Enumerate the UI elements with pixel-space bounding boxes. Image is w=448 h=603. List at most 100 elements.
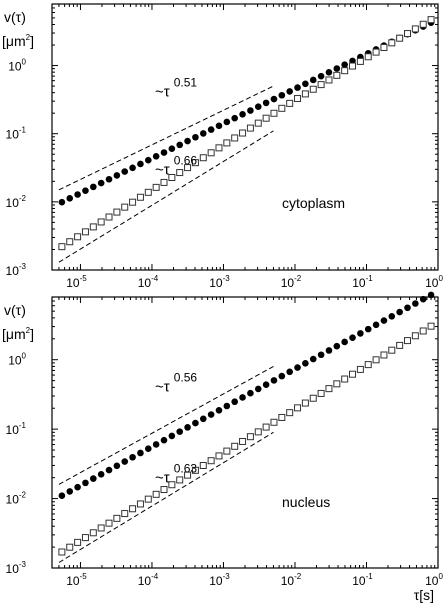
- data-point-square: [341, 375, 349, 383]
- data-point-square: [199, 462, 207, 470]
- data-point-circle: [286, 88, 293, 95]
- x-tick-label: 10-2: [281, 274, 302, 290]
- data-point-circle: [90, 183, 97, 191]
- y-tick-label-base: 10: [6, 493, 20, 507]
- data-point-square: [356, 57, 364, 65]
- data-point-circle: [223, 402, 231, 410]
- data-point-square: [246, 124, 254, 132]
- data-point-circle: [66, 195, 74, 202]
- x-tick-label-base: 10: [352, 574, 366, 588]
- data-point-circle: [82, 479, 89, 487]
- data-point-square: [176, 169, 184, 177]
- data-point-circle: [168, 145, 176, 152]
- data-point-square: [191, 159, 199, 167]
- data-point-circle: [412, 300, 419, 307]
- x-tick-label-exponent: -1: [366, 274, 374, 283]
- y-tick-label: 100: [8, 58, 26, 74]
- data-point-circle: [152, 153, 160, 160]
- y-tick-label-exponent: 0: [22, 352, 27, 361]
- data-point-circle: [270, 95, 278, 103]
- data-point-square: [309, 85, 317, 93]
- data-point-square: [152, 183, 160, 191]
- data-point-circle: [97, 471, 105, 478]
- data-point-circle: [231, 114, 238, 122]
- data-point-circle: [254, 385, 262, 393]
- data-point-circle: [278, 372, 286, 380]
- data-point-square: [301, 399, 309, 407]
- data-point-square: [411, 25, 419, 33]
- data-point-square: [380, 351, 388, 359]
- data-point-square: [160, 178, 168, 186]
- data-point-circle: [144, 445, 152, 453]
- data-point-square: [309, 394, 317, 402]
- data-point-circle: [404, 304, 411, 312]
- data-point-square: [136, 500, 144, 508]
- series-filled-circles: [58, 291, 435, 499]
- data-point-square: [262, 114, 270, 122]
- y-axis-label-bracket: ]: [30, 326, 34, 342]
- data-point-circle: [176, 141, 184, 149]
- data-point-square: [89, 529, 97, 537]
- y-tick-label-exponent: 0: [22, 58, 27, 67]
- data-point-circle: [192, 133, 199, 141]
- data-point-square: [160, 486, 168, 494]
- data-point-square: [89, 223, 97, 231]
- y-tick-label-exponent: -3: [19, 560, 27, 569]
- data-point-square: [74, 538, 82, 546]
- panel-label: cytoplasm: [282, 195, 345, 211]
- data-point-circle: [270, 377, 278, 384]
- x-tick-label-base: 10: [138, 276, 152, 290]
- data-point-circle: [74, 191, 81, 198]
- data-point-circle: [121, 458, 129, 465]
- x-tick-label-base: 10: [281, 574, 295, 588]
- data-point-square: [199, 154, 207, 162]
- x-tick-label-base: 10: [425, 574, 439, 588]
- data-point-circle: [113, 172, 121, 179]
- data-point-circle: [325, 347, 333, 354]
- y-axis-label-line2: [μm2]: [2, 326, 34, 342]
- x-tick-label: 100: [425, 572, 443, 588]
- data-point-circle: [129, 164, 136, 172]
- data-point-circle: [184, 137, 191, 145]
- data-point-circle: [176, 428, 184, 435]
- data-point-square: [121, 203, 129, 211]
- data-point-square: [184, 471, 192, 479]
- y-axis-label-unit: [μm: [2, 326, 26, 342]
- slope-annotation: ~τ 0.66: [155, 154, 197, 179]
- data-point-circle: [239, 394, 246, 401]
- data-point-square: [239, 437, 247, 445]
- data-point-square: [294, 404, 302, 412]
- data-point-circle: [97, 179, 105, 187]
- data-point-circle: [294, 364, 301, 371]
- data-point-square: [317, 81, 325, 89]
- y-tick-label: 10-2: [6, 491, 27, 507]
- data-point-circle: [207, 411, 215, 418]
- y-tick-label-base: 10: [6, 264, 20, 278]
- data-point-circle: [247, 107, 254, 114]
- y-tick-label-exponent: -1: [19, 126, 27, 135]
- x-tick-label-exponent: -2: [294, 572, 302, 581]
- x-tick-label: 10-1: [352, 572, 373, 588]
- data-point-circle: [199, 130, 207, 137]
- data-point-square: [254, 428, 262, 436]
- data-point-square: [356, 365, 364, 373]
- x-tick-label-exponent: -5: [80, 274, 88, 283]
- data-point-square: [333, 71, 341, 79]
- x-tick-label-exponent: -3: [223, 572, 231, 581]
- data-point-circle: [317, 351, 325, 359]
- x-tick-label-base: 10: [66, 276, 80, 290]
- data-point-circle: [215, 122, 223, 130]
- data-point-square: [129, 505, 137, 513]
- data-point-square: [278, 413, 286, 421]
- data-point-square: [144, 495, 152, 503]
- reference-line: [58, 130, 274, 263]
- x-tick-label: 10-5: [66, 274, 87, 290]
- y-tick-label: 100: [8, 352, 26, 368]
- data-point-circle: [333, 65, 341, 72]
- x-tick-label: 10-3: [209, 572, 230, 588]
- y-tick-label-exponent: -2: [19, 491, 27, 500]
- data-point-circle: [113, 462, 121, 470]
- data-point-circle: [294, 84, 301, 91]
- data-point-circle: [419, 295, 427, 303]
- data-point-square: [254, 119, 262, 127]
